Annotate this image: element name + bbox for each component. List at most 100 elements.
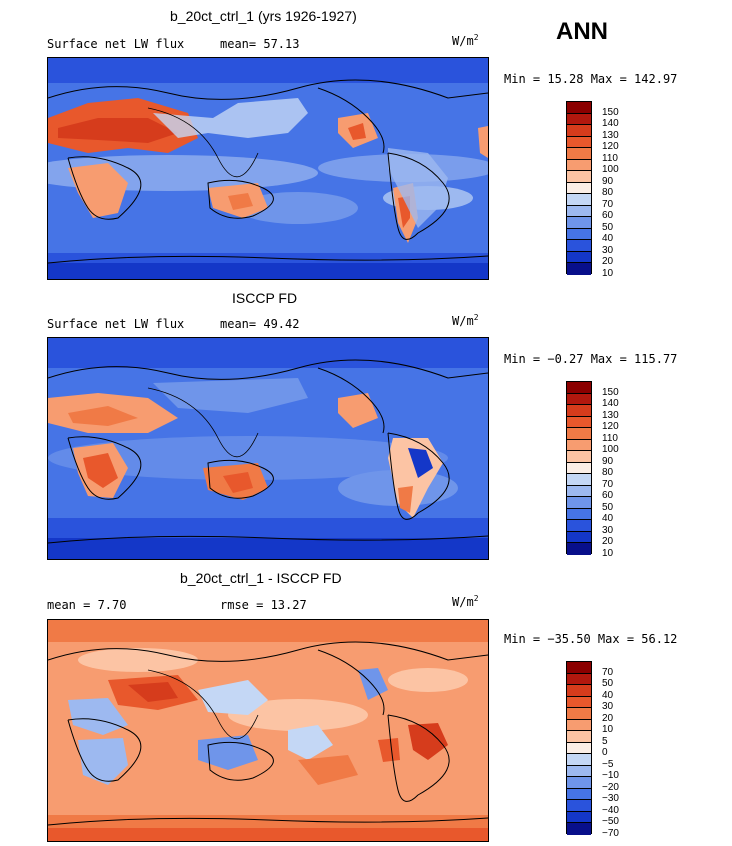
- panel-2-variable: Surface net LW flux: [47, 317, 185, 331]
- colorbar-tick-label: −5: [602, 758, 614, 770]
- panel-2-map-field: [48, 338, 488, 559]
- colorbar-tick-label: 100: [602, 164, 619, 176]
- colorbar-tick-label: 10: [602, 724, 614, 736]
- panel-1-mean: mean= 57.13: [220, 37, 300, 51]
- panel-1-variable: Surface net LW flux: [47, 37, 185, 51]
- colorbar-swatch: [567, 240, 591, 252]
- colorbar-tick-label: −20: [602, 781, 619, 793]
- panel-2-title: ISCCP FD: [232, 290, 298, 306]
- colorbar-swatch: [567, 382, 591, 394]
- colorbar-tick-label: 30: [602, 524, 614, 536]
- colorbar-swatch: [567, 439, 591, 452]
- colorbar-tick-label: 120: [602, 141, 619, 153]
- panel-1-map: [47, 57, 489, 280]
- colorbar-swatch: [567, 742, 591, 755]
- colorbar-tick-label: −70: [602, 828, 619, 839]
- colorbar-tick-label: 20: [602, 536, 614, 548]
- colorbar-swatch: [567, 462, 591, 475]
- colorbar-tick-label: 150: [602, 106, 619, 118]
- colorbar-tick-label: 140: [602, 398, 619, 410]
- panel-2-colorbar-labels: 150 140 130 120 110 100 90 80 70 60 50 40 30 20 10: [602, 381, 642, 559]
- panel-3-rmse: rmse = 13.27: [220, 598, 307, 612]
- colorbar-tick-label: 90: [602, 455, 614, 467]
- colorbar-swatch: [567, 485, 591, 498]
- colorbar-swatch: [567, 263, 591, 275]
- panel-3-minmax: Min = −35.50 Max = 56.12: [504, 632, 678, 646]
- colorbar-tick-label: 40: [602, 689, 614, 701]
- colorbar-swatch: [567, 765, 591, 778]
- panel-3-title: b_20ct_ctrl_1 - ISCCP FD: [180, 570, 342, 586]
- colorbar-tick-label: 10: [602, 268, 614, 279]
- colorbar-tick-label: 30: [602, 701, 614, 713]
- colorbar-tick-label: 100: [602, 444, 619, 456]
- colorbar-swatch: [567, 182, 591, 195]
- colorbar-swatch: [567, 719, 591, 732]
- colorbar-tick-label: 20: [602, 712, 614, 724]
- colorbar-tick-label: 130: [602, 409, 619, 421]
- colorbar-swatch: [567, 228, 591, 241]
- panel-3-units: W/m2: [452, 594, 479, 609]
- colorbar-tick-label: 50: [602, 678, 614, 690]
- colorbar-swatch: [567, 102, 591, 114]
- colorbar-tick-label: 60: [602, 210, 614, 222]
- colorbar-swatch: [567, 474, 591, 486]
- colorbar-swatch: [567, 696, 591, 709]
- colorbar-tick-label: 80: [602, 467, 614, 479]
- season-label: ANN: [556, 18, 608, 45]
- colorbar-tick-label: 90: [602, 175, 614, 187]
- colorbar-swatch: [567, 428, 591, 440]
- colorbar-swatch: [567, 800, 591, 812]
- panel-1-map-field: [48, 58, 488, 279]
- colorbar-tick-label: 30: [602, 244, 614, 256]
- colorbar-tick-label: 40: [602, 233, 614, 245]
- panel-1-colorbar-labels: 150 140 130 120 110 100 90 80 70 60 50 40 30 20 10: [602, 101, 642, 279]
- colorbar-tick-label: 20: [602, 256, 614, 268]
- colorbar-swatch: [567, 662, 591, 674]
- colorbar-swatch: [567, 159, 591, 172]
- colorbar-swatch: [567, 788, 591, 801]
- colorbar-swatch: [567, 497, 591, 509]
- panel-3-colorbar: [566, 661, 592, 835]
- colorbar-swatch: [567, 531, 591, 544]
- colorbar-tick-label: −40: [602, 804, 619, 816]
- colorbar-tick-label: 40: [602, 513, 614, 525]
- colorbar-swatch: [567, 543, 591, 555]
- colorbar-swatch: [567, 205, 591, 218]
- colorbar-tick-label: 80: [602, 187, 614, 199]
- colorbar-tick-label: 60: [602, 490, 614, 502]
- panel-1-title: b_20ct_ctrl_1 (yrs 1926-1927): [170, 8, 357, 24]
- colorbar-tick-label: 10: [602, 548, 614, 559]
- colorbar-tick-label: −30: [602, 793, 619, 805]
- colorbar-tick-label: 70: [602, 198, 614, 210]
- colorbar-swatch: [567, 416, 591, 429]
- panel-2-colorbar: [566, 381, 592, 555]
- colorbar-swatch: [567, 393, 591, 406]
- colorbar-tick-label: 150: [602, 386, 619, 398]
- colorbar-swatch: [567, 148, 591, 160]
- colorbar-swatch: [567, 125, 591, 137]
- panel-1-colorbar: [566, 101, 592, 275]
- colorbar-swatch: [567, 708, 591, 720]
- colorbar-tick-label: 120: [602, 421, 619, 433]
- colorbar-swatch: [567, 251, 591, 264]
- colorbar-tick-label: 110: [602, 432, 618, 444]
- colorbar-tick-label: 50: [602, 501, 614, 513]
- colorbar-tick-label: 110: [602, 152, 618, 164]
- panel-2-map: [47, 337, 489, 560]
- colorbar-swatch: [567, 520, 591, 532]
- colorbar-swatch: [567, 823, 591, 835]
- colorbar-tick-label: 70: [602, 666, 614, 678]
- colorbar-swatch: [567, 113, 591, 126]
- colorbar-swatch: [567, 451, 591, 463]
- colorbar-swatch: [567, 685, 591, 697]
- colorbar-tick-label: 140: [602, 118, 619, 130]
- panel-3-mean: mean = 7.70: [47, 598, 127, 612]
- colorbar-tick-label: 5: [602, 735, 608, 747]
- colorbar-tick-label: 0: [602, 747, 608, 759]
- colorbar-swatch: [567, 405, 591, 417]
- panel-3-map: [47, 619, 489, 842]
- panel-3-colorbar-labels: 70 50 40 30 20 10 5 0 −5 −10 −20 −30 −40 −50 −70: [602, 661, 642, 839]
- panel-3-map-field: [48, 620, 488, 841]
- panel-2-minmax: Min = −0.27 Max = 115.77: [504, 352, 678, 366]
- panel-2-units: W/m2: [452, 313, 479, 328]
